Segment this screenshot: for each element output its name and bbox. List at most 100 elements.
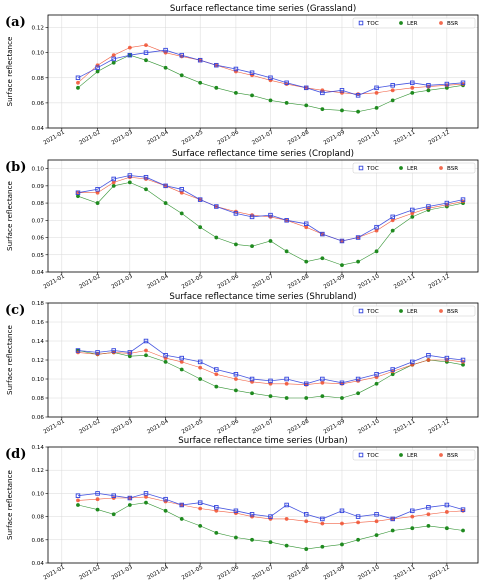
toc-marker	[233, 66, 239, 72]
ler-marker	[461, 362, 465, 367]
chart-title: Surface reflectance time series (Shrubla…	[169, 292, 356, 302]
ler-marker	[374, 533, 379, 538]
plot-area	[47, 14, 479, 129]
bsr-marker	[439, 309, 443, 313]
toc-marker	[143, 491, 149, 496]
x-tick-label: 2021-12	[428, 274, 451, 291]
toc-marker	[320, 516, 325, 522]
ler-marker	[410, 90, 415, 95]
toc-marker	[179, 502, 184, 508]
chart-title: Surface reflectance time series (Croplan…	[172, 149, 354, 159]
chart-panel-2: 0.06 0.08 0.10 0.12 0.14 0.16 0.18 2021-01 2021-…	[5, 292, 479, 435]
x-tick-label: 2021-10	[357, 129, 381, 146]
ler-marker	[179, 211, 184, 216]
x-tick-label: 2021-01	[43, 564, 67, 581]
ler-marker	[250, 93, 254, 98]
toc-marker	[214, 62, 219, 68]
y-tick-label: 0.12	[32, 358, 44, 364]
toc-marker	[355, 93, 361, 98]
ler-marker	[144, 500, 148, 505]
toc-marker	[95, 350, 100, 355]
bsr-marker	[111, 180, 116, 185]
toc-marker	[75, 75, 81, 81]
bsr-marker	[268, 517, 273, 521]
ler-marker	[374, 381, 379, 386]
y-tick-label: 0.16	[32, 320, 45, 326]
y-tick-label: 0.14	[32, 339, 45, 345]
x-tick-label: 2021-03	[111, 418, 135, 435]
ler-marker	[304, 103, 309, 108]
chart-panel-0: 0.04 0.06 0.08 0.10 0.12 2021-01 2021-02 2021-0…	[5, 4, 479, 146]
bsr-marker	[76, 80, 80, 85]
ler-marker	[399, 166, 403, 170]
toc-marker	[249, 214, 255, 220]
bsr-marker	[356, 520, 361, 525]
panel-label: (d)	[5, 447, 26, 462]
toc-marker	[233, 508, 239, 514]
toc-marker	[444, 502, 450, 508]
y-tick-label: 0.18	[32, 301, 45, 307]
legend-label-toc: TOC	[366, 453, 379, 459]
toc-marker	[268, 514, 273, 519]
bsr-marker	[111, 496, 116, 500]
bsr-marker	[111, 53, 116, 58]
toc-marker	[268, 378, 273, 384]
toc-marker	[179, 355, 184, 361]
toc-marker	[197, 500, 203, 505]
ler-marker	[234, 90, 238, 95]
toc-marker	[374, 85, 379, 91]
toc-marker	[460, 357, 466, 363]
y-tick-label: 0.10	[32, 51, 45, 57]
ler-marker	[76, 503, 80, 507]
toc-marker	[460, 197, 466, 202]
toc-marker	[320, 231, 325, 237]
bsr-marker	[439, 166, 443, 170]
y-tick-label: 0.08	[32, 396, 45, 402]
y-tick-label: 0.09	[32, 184, 45, 190]
toc-marker	[284, 502, 289, 508]
bsr-marker	[144, 348, 148, 353]
bsr-marker	[340, 521, 344, 526]
ler-marker	[426, 88, 431, 93]
x-tick-label: 2021-10	[357, 273, 381, 290]
toc-marker	[410, 508, 415, 514]
toc-marker	[284, 80, 289, 86]
legend-label-ler: LER	[407, 166, 418, 172]
bsr-marker	[198, 365, 203, 370]
bsr-marker	[439, 21, 443, 25]
legend-box	[352, 17, 476, 29]
ler-marker	[461, 528, 465, 533]
x-tick-label: 2021-02	[78, 274, 101, 291]
x-tick-label: 2021-10	[357, 564, 381, 581]
x-tick-label: 2021-05	[181, 418, 205, 435]
legend-label-bsr: BSR	[447, 166, 458, 172]
ler-marker	[250, 391, 254, 396]
ler-marker	[340, 396, 344, 400]
y-tick-label: 0.07	[32, 218, 45, 224]
ler-marker	[340, 108, 344, 113]
ler-marker	[390, 528, 395, 533]
x-tick-label: 2021-07	[251, 129, 275, 146]
x-tick-label: 2021-09	[323, 129, 347, 146]
ler-marker	[320, 544, 325, 549]
toc-marker	[426, 204, 431, 209]
toc-marker	[111, 176, 116, 182]
x-tick-label: 2021-03	[111, 273, 135, 290]
legend-label-toc: TOC	[366, 309, 379, 315]
ler-marker	[163, 360, 168, 364]
ler-marker	[95, 69, 100, 74]
ler-marker	[390, 98, 395, 103]
chart-title: Surface reflectance time series (Urban)	[178, 436, 347, 446]
toc-marker	[111, 56, 116, 62]
toc-marker	[410, 359, 415, 365]
x-tick-label: 2021-09	[323, 273, 347, 290]
ler-marker	[304, 547, 309, 551]
bsr-marker	[340, 90, 344, 95]
toc-marker	[268, 75, 273, 81]
toc-marker	[339, 238, 345, 244]
x-tick-label: 2021-05	[181, 273, 205, 290]
ler-marker	[268, 239, 273, 243]
toc-marker	[111, 348, 116, 353]
ler-marker	[284, 396, 289, 400]
chart-panel-3: 0.04 0.06 0.08 0.10 0.12 0.14 2021-01 2021-02 20…	[5, 436, 479, 581]
